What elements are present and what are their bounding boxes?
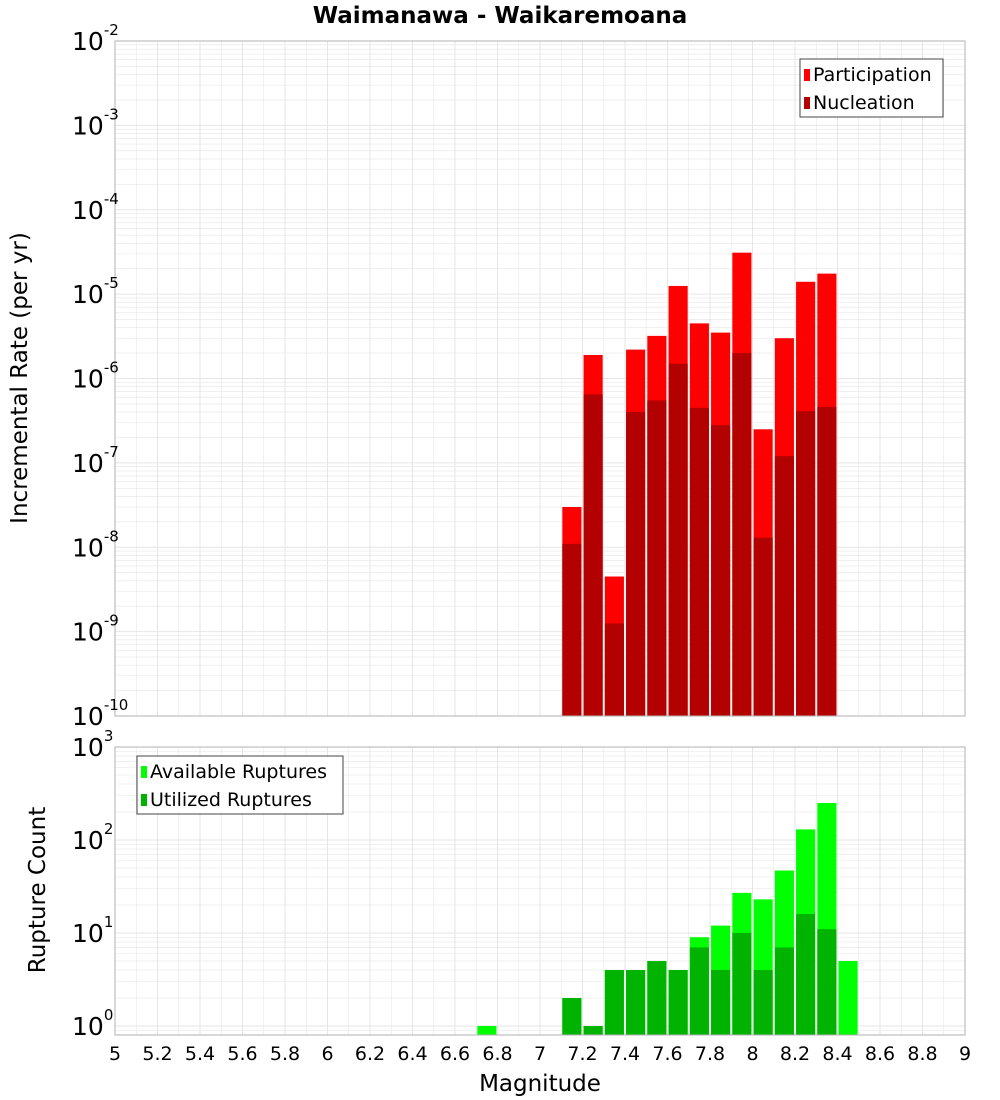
x-tick-label: 8.6 xyxy=(865,1043,895,1065)
rate-bar-nucleation xyxy=(668,363,688,716)
rate-bar-nucleation xyxy=(711,425,731,716)
rate-bar-nucleation xyxy=(774,456,794,716)
count-bar-utilized-ruptures xyxy=(817,929,837,1035)
x-tick-label: 8 xyxy=(746,1043,758,1065)
count-bar-utilized-ruptures xyxy=(647,960,667,1035)
x-tick-label: 7.2 xyxy=(567,1043,597,1065)
rate-y-tick-label: 10-4 xyxy=(72,190,119,225)
x-tick-label: 8.4 xyxy=(822,1043,852,1065)
x-tick-label: 5.6 xyxy=(227,1043,257,1065)
x-tick-label: 9 xyxy=(959,1043,971,1065)
count-y-tick-label: 103 xyxy=(72,727,113,762)
count-legend-box xyxy=(136,755,344,815)
top-y-axis-label: Incremental Rate (per yr) xyxy=(7,232,33,524)
rate-y-tick-label: 10-2 xyxy=(72,21,119,56)
rate-bar-nucleation xyxy=(732,353,752,716)
rate-plot-frame xyxy=(114,40,966,717)
count-bar-utilized-ruptures xyxy=(753,969,773,1035)
rate-bar-nucleation xyxy=(562,543,582,716)
count-bar-utilized-ruptures xyxy=(604,969,624,1035)
count-bar-utilized-ruptures xyxy=(774,947,794,1035)
count-legend-label: Utilized Ruptures xyxy=(150,789,312,811)
count-bar-utilized-ruptures xyxy=(689,947,709,1035)
x-axis-label: Magnitude xyxy=(479,1071,601,1097)
rate-bar-nucleation xyxy=(604,623,624,716)
x-tick-label: 6.4 xyxy=(397,1043,427,1065)
count-legend-label: Available Ruptures xyxy=(150,761,327,783)
x-tick-label: 6.8 xyxy=(482,1043,512,1065)
count-series-utilized-ruptures xyxy=(562,914,837,1035)
count-y-tick-label: 100 xyxy=(72,1006,113,1041)
bottom-y-axis-label: Rupture Count xyxy=(25,807,51,973)
x-tick-label: 5.4 xyxy=(185,1043,215,1065)
count-legend-swatch xyxy=(141,766,147,778)
x-tick-label: 8.2 xyxy=(780,1043,810,1065)
count-bar-utilized-ruptures xyxy=(562,997,582,1035)
rate-bar-nucleation xyxy=(796,411,816,716)
rate-bar-nucleation xyxy=(647,400,667,716)
rate-bar-nucleation xyxy=(689,407,709,716)
rate-y-tick-label: 10-8 xyxy=(72,527,119,562)
x-tick-label: 6.6 xyxy=(440,1043,470,1065)
rate-series-nucleation xyxy=(562,353,837,716)
rate-legend-label: Nucleation xyxy=(813,92,915,114)
rate-y-tick-label: 10-5 xyxy=(72,274,119,309)
count-y-tick-label: 101 xyxy=(72,913,113,948)
count-legend-swatch xyxy=(141,794,147,806)
rate-legend: Participation Nucleation xyxy=(799,58,944,118)
count-bar-utilized-ruptures xyxy=(732,932,752,1035)
count-plot-frame xyxy=(114,746,966,1036)
rate-bar-nucleation xyxy=(753,537,773,716)
count-y-tick-label: 102 xyxy=(72,820,113,855)
count-bar-utilized-ruptures xyxy=(711,969,731,1035)
count-legend: Available Ruptures Utilized Ruptures xyxy=(136,755,344,815)
rate-legend-swatch xyxy=(804,97,810,109)
x-tick-label: 6 xyxy=(321,1043,333,1065)
rate-bar-nucleation xyxy=(626,412,646,716)
rate-y-tick-label: 10-9 xyxy=(72,612,119,647)
x-tick-label: 5.2 xyxy=(142,1043,172,1065)
rate-y-tick-label: 10-7 xyxy=(72,443,119,478)
rate-legend-box xyxy=(799,58,944,118)
x-tick-label: 5.8 xyxy=(270,1043,300,1065)
x-tick-label: 7.6 xyxy=(652,1043,682,1065)
x-tick-label: 7 xyxy=(534,1043,546,1065)
count-bar-available-ruptures xyxy=(477,1025,497,1035)
x-tick-label: 7.8 xyxy=(695,1043,725,1065)
x-tick-label: 7.4 xyxy=(610,1043,640,1065)
rate-legend-label: Participation xyxy=(813,64,932,86)
rate-bar-nucleation xyxy=(583,394,603,716)
rate-bar-nucleation xyxy=(817,406,837,716)
rate-legend-swatch xyxy=(804,69,810,81)
count-bar-utilized-ruptures xyxy=(626,969,646,1035)
count-bar-available-ruptures xyxy=(838,960,858,1035)
chart-title: Waimanawa - Waikaremoana xyxy=(313,3,688,29)
x-tick-label: 8.8 xyxy=(907,1043,937,1065)
rate-plot-panel: 10-10 10-9 10-8 10-7 10-6 10-5 10-4 10-3 10-2 Par… xyxy=(72,21,966,731)
count-bar-utilized-ruptures xyxy=(668,969,688,1035)
x-tick-label: 5 xyxy=(109,1043,121,1065)
x-tick-label: 6.2 xyxy=(355,1043,385,1065)
count-bar-utilized-ruptures xyxy=(583,1025,603,1035)
count-bar-utilized-ruptures xyxy=(796,914,816,1035)
rate-y-tick-label: 10-10 xyxy=(72,696,128,731)
rate-y-tick-label: 10-3 xyxy=(72,105,119,140)
rate-y-tick-label: 10-6 xyxy=(72,359,119,394)
rupture-count-plot-panel: 100 101 102 103 Available Ruptures Utilized R… xyxy=(72,727,971,1065)
